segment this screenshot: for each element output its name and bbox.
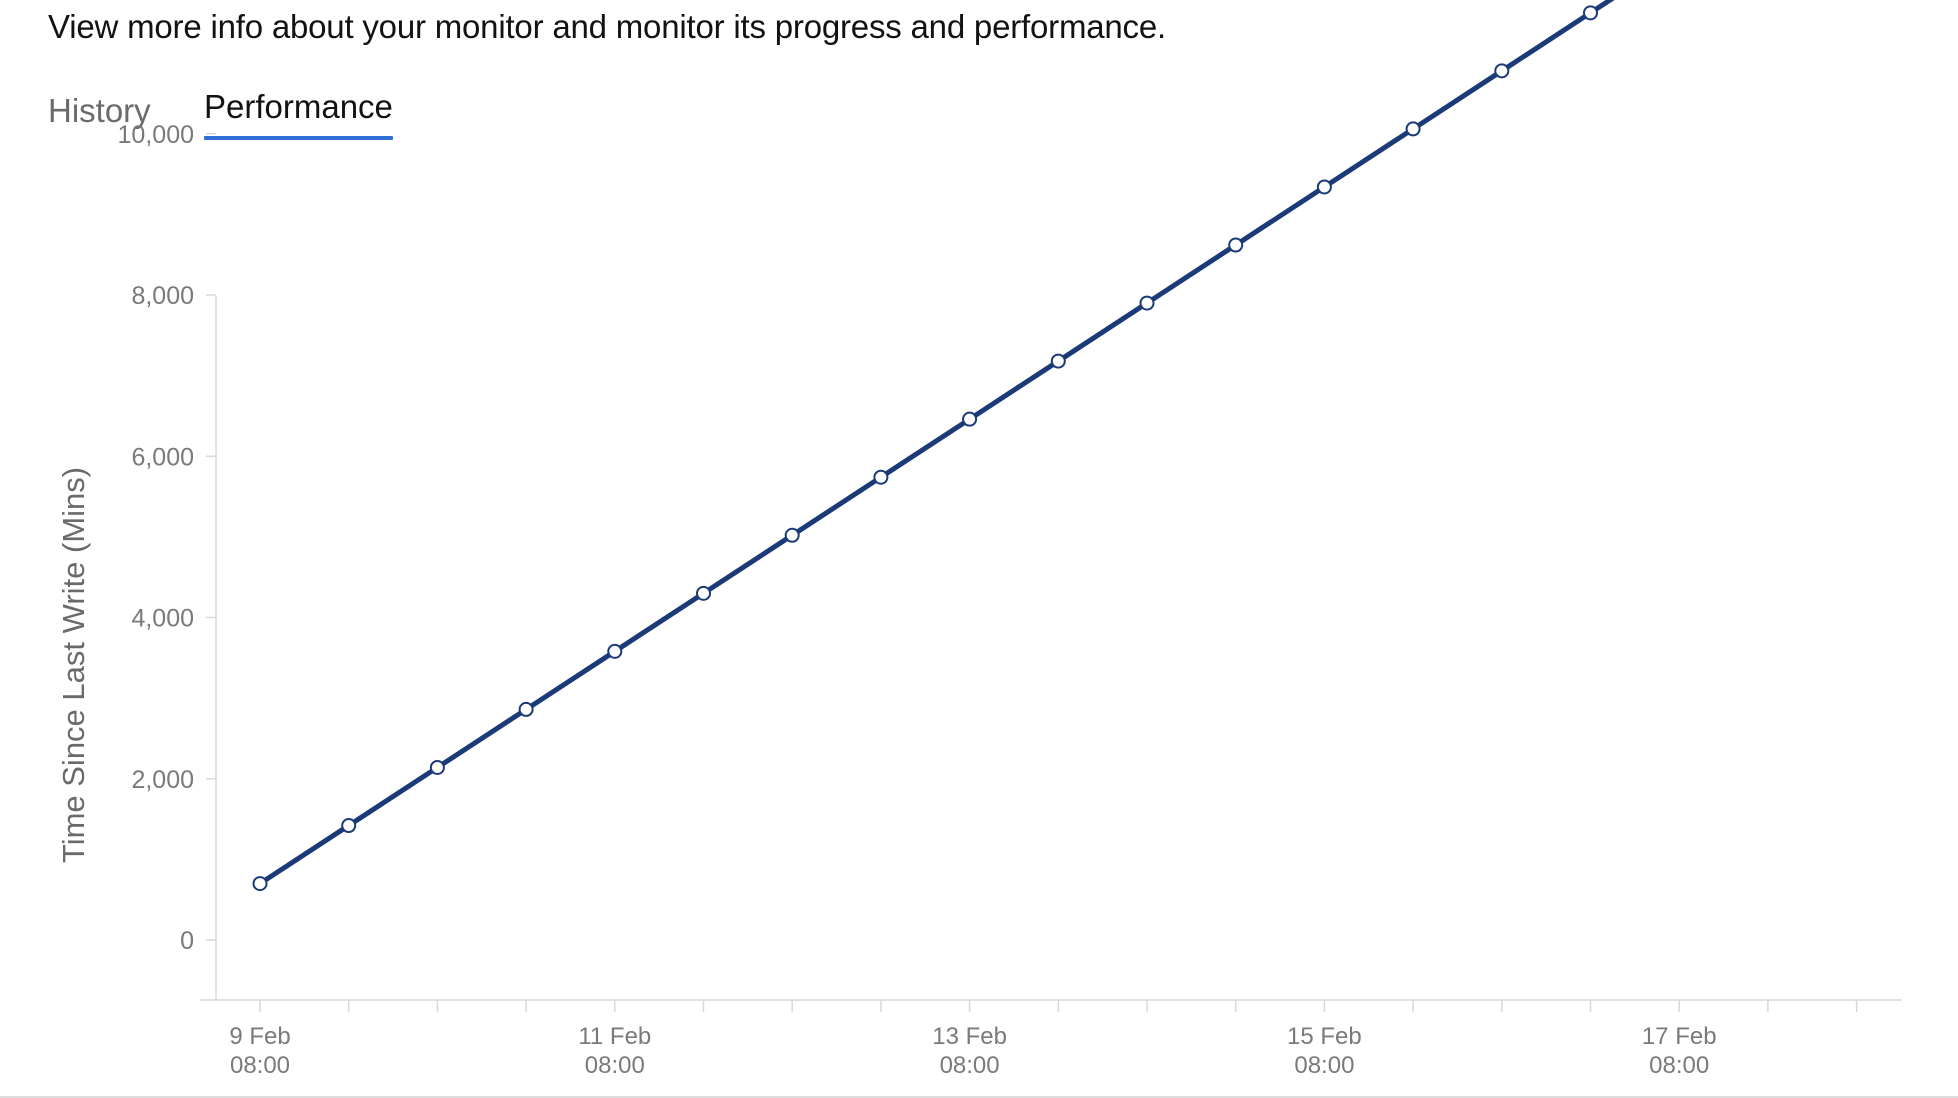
y-tick-label: 8,000 (131, 282, 194, 310)
y-tick-label: 10,000 (118, 121, 194, 149)
x-tick-label: 17 Feb 08:00 (1642, 1023, 1717, 1079)
data-point[interactable] (1583, 5, 1598, 21)
y-tick-label: 6,000 (131, 443, 194, 471)
data-point[interactable] (696, 585, 711, 601)
data-point[interactable] (1405, 121, 1421, 137)
y-tick-label: 4,000 (131, 605, 194, 633)
panel-bottom-border (0, 1096, 1958, 1098)
x-tick-label: 11 Feb 08:00 (578, 1023, 651, 1079)
chart-ticks (206, 133, 1858, 1012)
chart-tick-labels: 02,0004,0006,0008,00010,00012,00014,0001… (118, 121, 1717, 1079)
data-point[interactable] (341, 818, 357, 834)
y-tick-label: 0 (180, 927, 194, 955)
data-point[interactable] (1050, 353, 1066, 369)
y-axis-title: Time Since Last Write (Mins) (56, 467, 91, 863)
data-point[interactable] (1228, 237, 1244, 253)
data-point[interactable] (607, 643, 623, 659)
data-point[interactable] (429, 759, 445, 775)
series-line (258, 0, 1615, 886)
data-point[interactable] (518, 701, 534, 717)
x-tick-label: 13 Feb 08:00 (932, 1023, 1007, 1079)
x-tick-label: 15 Feb 08:00 (1287, 1023, 1362, 1079)
data-point[interactable] (252, 876, 268, 892)
data-point[interactable] (873, 469, 889, 485)
page-description: View more info about your monitor and mo… (48, 8, 1166, 45)
data-point[interactable] (1316, 179, 1332, 195)
tab-performance[interactable]: Performance (204, 88, 393, 140)
data-point[interactable] (784, 527, 800, 543)
data-point[interactable] (1494, 63, 1510, 79)
chart-axes (200, 296, 1902, 1001)
data-point[interactable] (1139, 295, 1155, 311)
y-tick-label: 2,000 (131, 766, 194, 794)
tab-history[interactable]: History (48, 92, 151, 129)
chart-series (252, 0, 1615, 892)
data-point[interactable] (962, 411, 978, 427)
x-tick-label: 9 Feb 08:00 (229, 1023, 290, 1079)
